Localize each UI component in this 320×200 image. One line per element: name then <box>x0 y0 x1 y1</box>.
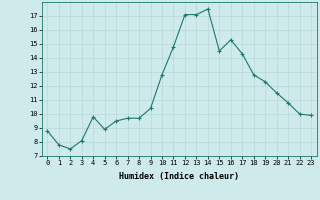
X-axis label: Humidex (Indice chaleur): Humidex (Indice chaleur) <box>119 172 239 181</box>
